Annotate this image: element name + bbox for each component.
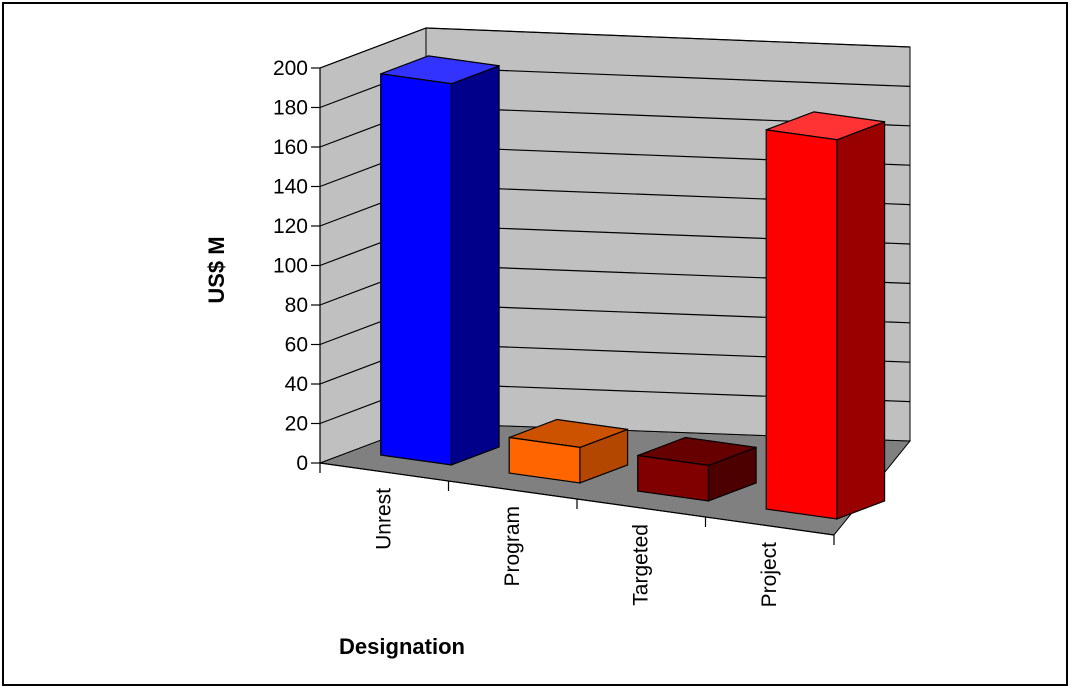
y-tick-label: 40: [285, 373, 308, 396]
y-tick-label: 140: [273, 176, 308, 199]
gridline-back: [425, 27, 911, 48]
bar-program: [508, 418, 629, 484]
category-label: Program: [501, 506, 524, 587]
bars: [380, 55, 886, 520]
category-label: Unrest: [372, 488, 395, 550]
y-tick-label: 160: [273, 136, 308, 159]
axes: [311, 67, 835, 545]
category-labels: Unrest Program Targeted Project: [372, 488, 781, 608]
category-label: Targeted: [629, 524, 652, 606]
bar-project: [765, 111, 886, 520]
gridline-side: [319, 27, 427, 69]
gridline-back: [425, 66, 911, 87]
bar-unrest: [380, 55, 500, 466]
y-tick-labels: 0 20 40 60 80 100 120 140 160 180 200: [273, 57, 308, 475]
bar-front: [380, 73, 452, 466]
y-tick-label: 120: [273, 215, 308, 238]
y-tick-label: 100: [273, 255, 308, 278]
bar-targeted: [637, 436, 757, 502]
y-tick-label: 60: [285, 334, 308, 357]
y-tick-label: 20: [285, 413, 308, 436]
x-axis-title: Designation: [339, 634, 465, 659]
y-axis-title: US$ M: [204, 236, 229, 303]
bar-side: [836, 120, 886, 520]
y-tick-label: 200: [273, 57, 308, 80]
bar-front: [637, 454, 709, 502]
y-tick-label: 80: [285, 294, 308, 317]
bar-front: [765, 129, 838, 520]
bar-front: [508, 436, 581, 484]
y-tick-label: 0: [296, 452, 308, 475]
category-label: Project: [758, 542, 781, 608]
y-tick-label: 180: [273, 97, 308, 120]
bar-side: [450, 64, 500, 466]
